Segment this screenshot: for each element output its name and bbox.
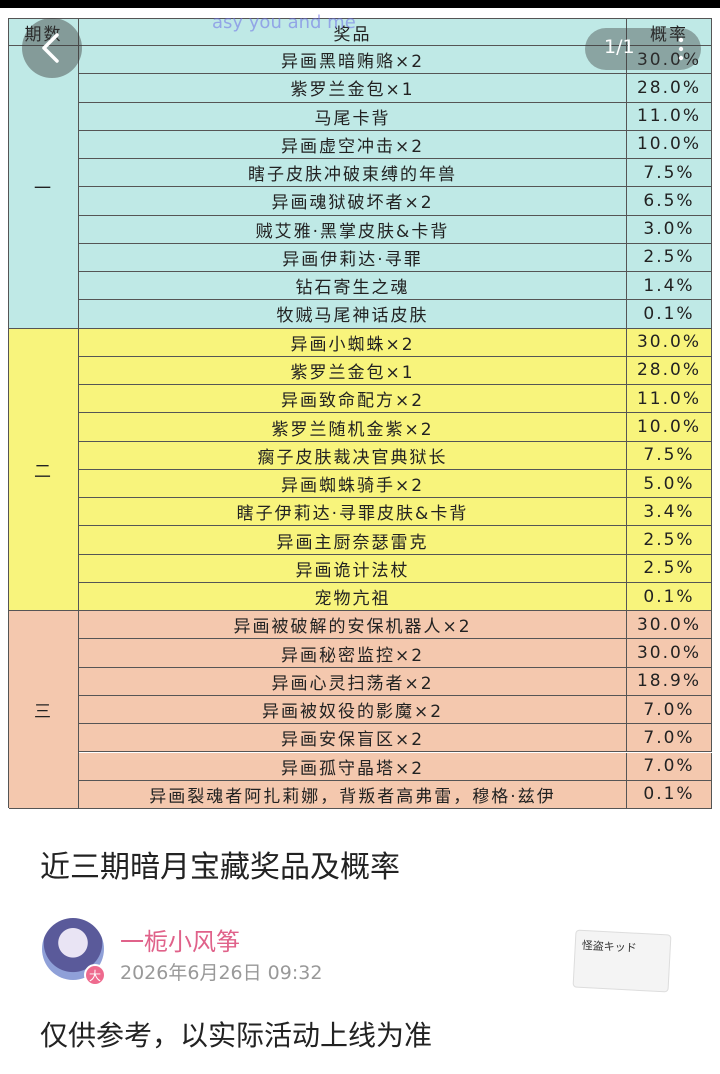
rate-cell: 18.9% (627, 667, 712, 696)
post-title: 近三期暗月宝藏奖品及概率 (40, 850, 400, 885)
image-menu[interactable] (585, 28, 701, 70)
prize-cell: 异画黑暗贿赂×2 (79, 46, 627, 75)
prize-cell: 异画主厨奈瑟雷克 (79, 526, 627, 555)
rate-cell: 30.0% (627, 46, 712, 75)
prize-cell: 钻石寄生之魂 (79, 272, 627, 301)
period-label: 三 (9, 611, 79, 809)
rate-cell: 7.5% (627, 441, 712, 470)
rate-cell: 3.0% (627, 215, 712, 244)
period-label: 一 (9, 46, 79, 329)
prize-cell: 异画被破解的安保机器人×2 (79, 611, 627, 640)
rate-cell: 30.0% (627, 611, 712, 640)
rate-cell: 1.4% (627, 272, 712, 301)
prize-cell: 宠物亢祖 (79, 582, 627, 612)
prize-cell: 异画虚空冲击×2 (79, 130, 627, 160)
prize-cell: 瞎子伊莉达·寻罪皮肤&卡背 (79, 498, 627, 527)
prize-cell: 瞎子皮肤冲破束缚的年兽 (79, 159, 627, 188)
prize-cell: 异画蜘蛛骑手×2 (79, 469, 627, 499)
rate-cell: 2.5% (627, 554, 712, 583)
prize-cell: 异画孤守晶塔×2 (79, 752, 627, 781)
prize-cell: 牧贼马尾神话皮肤 (79, 300, 627, 329)
back-button[interactable] (22, 18, 82, 78)
rate-cell: 30.0% (627, 639, 712, 668)
status-bar (0, 0, 720, 8)
prize-cell: 贼艾雅·黑掌皮肤&卡背 (79, 215, 627, 244)
prize-cell: 异画致命配方×2 (79, 385, 627, 414)
rate-cell: 3.4% (627, 498, 712, 527)
post-time: 2026年6月26日 09:32 (120, 962, 323, 984)
rate-cell: 7.5% (627, 159, 712, 188)
more-icon (678, 37, 684, 61)
prize-cell: 异画心灵扫荡者×2 (79, 667, 627, 696)
rate-cell: 0.1% (627, 780, 712, 809)
prize-cell: 异画诡计法杖 (79, 554, 627, 583)
rate-cell: 2.5% (627, 243, 712, 273)
period-label: 二 (9, 328, 79, 612)
prize-cell: 异画安保盲区×2 (79, 724, 627, 753)
rate-cell: 2.5% (627, 526, 712, 555)
header-prize: 奖品 (79, 19, 627, 46)
rate-cell: 6.5% (627, 187, 712, 216)
rate-cell: 11.0% (627, 385, 712, 414)
rate-cell: 7.0% (627, 695, 712, 725)
prize-cell: 紫罗兰金包×1 (79, 74, 627, 103)
prize-cell: 异画小蜘蛛×2 (79, 328, 627, 357)
prize-cell: 紫罗兰金包×1 (79, 356, 627, 386)
avatar-badge: 大 (84, 964, 106, 986)
prize-cell: 瘸子皮肤裁决官典狱长 (79, 441, 627, 470)
prize-cell: 异画魂狱破坏者×2 (79, 187, 627, 216)
prize-cell: 马尾卡背 (79, 102, 627, 131)
rate-cell: 10.0% (627, 413, 712, 442)
rate-cell: 11.0% (627, 102, 712, 131)
rate-cell: 28.0% (627, 74, 712, 103)
rate-cell: 28.0% (627, 356, 712, 386)
rate-cell: 0.1% (627, 582, 712, 612)
rate-cell: 30.0% (627, 328, 712, 357)
prize-cell: 异画秘密监控×2 (79, 639, 627, 668)
watermark: asy you and me (212, 12, 356, 33)
rate-cell: 5.0% (627, 469, 712, 499)
prize-cell: 异画裂魂者阿扎莉娜，背叛者高弗雷，穆格·兹伊 (79, 780, 627, 809)
image-counter: 1/1 (604, 36, 635, 58)
rate-cell: 7.0% (627, 752, 712, 781)
post-body: 仅供参考，以实际活动上线为准 (40, 1019, 433, 1052)
rate-cell: 7.0% (627, 724, 712, 753)
prize-table: 期数 奖品 概率一异画黑暗贿赂×2 30.0% 紫罗兰金包×1 28.0% 马尾卡背 11.0… (8, 18, 712, 809)
back-icon (42, 33, 59, 63)
sticker: 怪盗キッド (572, 929, 672, 993)
author-name[interactable]: 一栀小风筝 (120, 928, 240, 956)
prize-cell: 紫罗兰随机金紫×2 (79, 413, 627, 442)
prize-cell: 异画被奴役的影魔×2 (79, 695, 627, 725)
rate-cell: 0.1% (627, 300, 712, 329)
prize-cell: 异画伊莉达·寻罪 (79, 243, 627, 273)
header-rate: 概率 (627, 19, 712, 46)
rate-cell: 10.0% (627, 130, 712, 160)
